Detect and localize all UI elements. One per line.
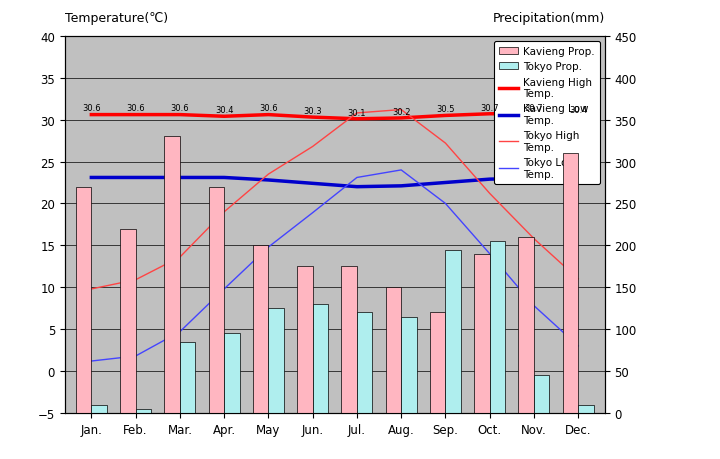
Text: 30.4: 30.4 (215, 106, 233, 115)
Text: 30.7: 30.7 (480, 103, 499, 112)
Bar (297, 267, 312, 413)
Bar (253, 246, 269, 413)
Bar (518, 237, 534, 413)
Bar (209, 187, 224, 413)
Bar (76, 187, 91, 413)
Text: 30.1: 30.1 (348, 108, 366, 118)
Text: 30.6: 30.6 (259, 104, 278, 113)
Text: 30.5: 30.5 (436, 105, 455, 114)
Bar (446, 250, 461, 413)
Bar (269, 308, 284, 413)
Bar (534, 375, 549, 413)
Text: 30.3: 30.3 (303, 107, 322, 116)
Bar (578, 405, 594, 413)
Text: 30.6: 30.6 (126, 104, 145, 113)
Text: 30.4: 30.4 (569, 106, 588, 115)
Text: Precipitation(mm): Precipitation(mm) (492, 12, 605, 25)
Bar (474, 254, 490, 413)
Bar (341, 267, 357, 413)
Bar (357, 313, 372, 413)
Bar (386, 288, 401, 413)
Bar (563, 154, 578, 413)
Legend: Kavieng Prop., Tokyo Prop., Kavieng High
Temp., Kavieng Low
Temp., Tokyo High
Te: Kavieng Prop., Tokyo Prop., Kavieng High… (494, 42, 600, 185)
Text: 30.7: 30.7 (525, 103, 544, 112)
Bar (430, 313, 446, 413)
Bar (164, 137, 180, 413)
Bar (91, 405, 107, 413)
Text: 30.6: 30.6 (82, 104, 101, 113)
Bar (401, 317, 417, 413)
Bar (135, 409, 151, 413)
Bar (224, 334, 240, 413)
Text: Temperature(℃): Temperature(℃) (65, 12, 168, 25)
Bar (180, 342, 195, 413)
Bar (312, 304, 328, 413)
Text: 30.2: 30.2 (392, 107, 410, 117)
Text: 30.6: 30.6 (171, 104, 189, 113)
Bar (120, 229, 135, 413)
Bar (490, 241, 505, 413)
